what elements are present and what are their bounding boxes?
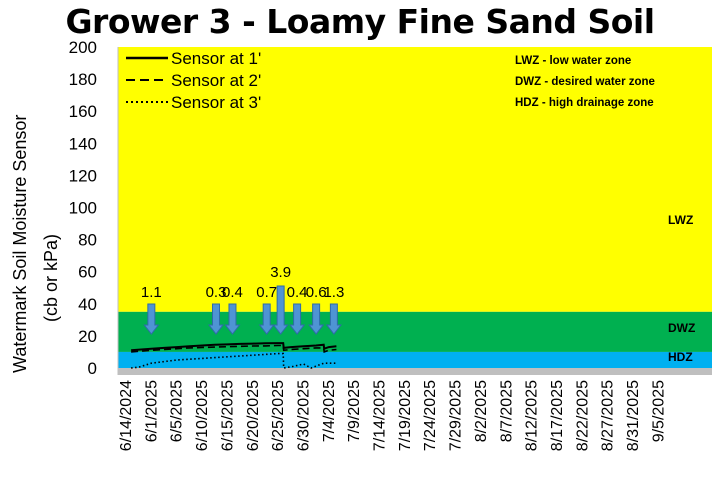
x-tick-label: 6/1/2025 <box>143 380 160 442</box>
rain-label: 0.7 <box>256 284 277 301</box>
y-axis-label-line2: (cb or kPa) <box>41 234 61 322</box>
legend-item-1: Sensor at 1' <box>126 49 261 68</box>
zone-band-hdz <box>118 351 712 368</box>
x-axis-band <box>118 368 712 375</box>
zones-layer <box>118 47 712 368</box>
zone-label-hdz: HDZ <box>668 350 693 364</box>
x-tick-label: 6/5/2025 <box>169 380 186 442</box>
series-line-1 <box>131 342 337 352</box>
zone-label-lwz: LWZ <box>668 213 693 227</box>
rain-event-6: 0.4 <box>287 284 308 335</box>
legend: Sensor at 1' Sensor at 2' Sensor at 3' <box>126 49 261 112</box>
rain-layer: 1.1 0.30.4 0.73.90.40.61.3 <box>141 264 344 335</box>
zone-note: DWZ - desired water zone <box>515 76 655 88</box>
y-tick-label: 140 <box>69 134 97 153</box>
x-tick-label: 6/30/2025 <box>295 380 312 451</box>
rain-event-2: 0.3 <box>206 284 227 335</box>
rain-event-4: 0.7 <box>256 284 277 335</box>
x-tick-label: 6/15/2025 <box>219 380 236 451</box>
legend-item-2: Sensor at 2' <box>126 71 261 90</box>
x-axis-ticks: 6/14/2024 6/1/2025 6/5/2025 6/10/2025 6/15/2… <box>118 380 667 451</box>
x-tick-label: 6/14/2024 <box>118 380 135 451</box>
x-tick-label: 6/10/2025 <box>194 380 211 451</box>
y-axis-ticks: 0 20 40 60 80 100 120 140 160 180 200 <box>69 38 97 378</box>
series-layer <box>131 342 337 369</box>
y-tick-label: 180 <box>69 70 97 89</box>
rain-arrow <box>272 285 289 335</box>
y-tick-label: 40 <box>78 295 97 314</box>
rain-label: 1.3 <box>323 284 344 301</box>
x-tick-label: 8/27/2025 <box>600 380 617 451</box>
y-tick-label: 120 <box>69 166 97 185</box>
x-tick-label: 7/4/2025 <box>321 380 338 442</box>
rain-arrow <box>258 303 275 335</box>
x-tick-label: 8/22/2025 <box>574 380 591 451</box>
x-tick-label: 6/25/2025 <box>270 380 287 451</box>
rain-arrow <box>308 303 325 335</box>
rain-event-8: 1.3 <box>323 284 344 335</box>
legend-item-3: Sensor at 3' <box>126 93 261 112</box>
baseline-layer <box>117 47 712 375</box>
zone-labels: LWZ DWZ HDZ <box>668 213 695 364</box>
zone-note: HDZ - high drainage zone <box>515 97 654 109</box>
rain-label: 0.3 <box>206 284 227 301</box>
rain-label: 0.4 <box>287 284 308 301</box>
rain-label: 3.9 <box>270 264 291 281</box>
rain-arrow <box>289 303 306 335</box>
y-tick-label: 0 <box>88 359 97 378</box>
x-tick-label: 7/24/2025 <box>422 380 439 451</box>
y-tick-label: 80 <box>78 231 97 250</box>
y-tick-label: 160 <box>69 102 97 121</box>
rain-arrow <box>207 303 225 335</box>
x-tick-label: 8/17/2025 <box>549 380 566 451</box>
x-tick-label: 6/20/2025 <box>245 380 262 451</box>
legend-label: Sensor at 3' <box>171 93 261 112</box>
zone-note: LWZ - low water zone <box>515 55 631 67</box>
zone-band-lwz <box>118 47 712 312</box>
legend-label: Sensor at 2' <box>171 71 261 90</box>
zone-notes: LWZ - low water zone DWZ - desired water … <box>515 55 655 109</box>
x-tick-label: 7/9/2025 <box>346 380 363 442</box>
x-tick-label: 8/31/2025 <box>625 380 642 451</box>
y-tick-label: 20 <box>78 327 97 346</box>
rain-event-3: 0.4 <box>222 284 243 335</box>
x-tick-label: 7/29/2025 <box>448 380 465 451</box>
rain-event-5: 3.9 <box>270 264 291 335</box>
chart-title: Grower 3 - Loamy Fine Sand Soil <box>65 2 655 41</box>
zone-label-dwz: DWZ <box>668 321 695 335</box>
rain-arrow <box>224 303 241 335</box>
rain-label: 0.4 <box>222 284 243 301</box>
series-line-2 <box>131 344 337 353</box>
rain-arrow <box>325 303 342 335</box>
x-tick-label: 8/7/2025 <box>498 380 515 442</box>
y-axis-label-line1: Watermark Soil Moisture Sensor <box>10 115 30 373</box>
rain-arrow <box>143 303 160 335</box>
x-tick-label: 9/5/2025 <box>650 380 667 442</box>
y-tick-label: 60 <box>78 263 97 282</box>
rain-label: 1.1 <box>141 284 162 301</box>
rain-label: 0.6 <box>306 284 327 301</box>
rain-event-1: 1.1 <box>141 284 162 335</box>
y-tick-label: 100 <box>69 199 97 218</box>
series-line-3 <box>131 352 337 369</box>
rain-event-7: 0.6 <box>306 284 327 335</box>
x-tick-label: 8/12/2025 <box>524 380 541 451</box>
legend-label: Sensor at 1' <box>171 49 261 68</box>
y-tick-label: 200 <box>69 38 97 57</box>
x-tick-label: 8/2/2025 <box>473 380 490 442</box>
x-tick-label: 7/14/2025 <box>372 380 389 451</box>
x-tick-label: 7/19/2025 <box>397 380 414 451</box>
